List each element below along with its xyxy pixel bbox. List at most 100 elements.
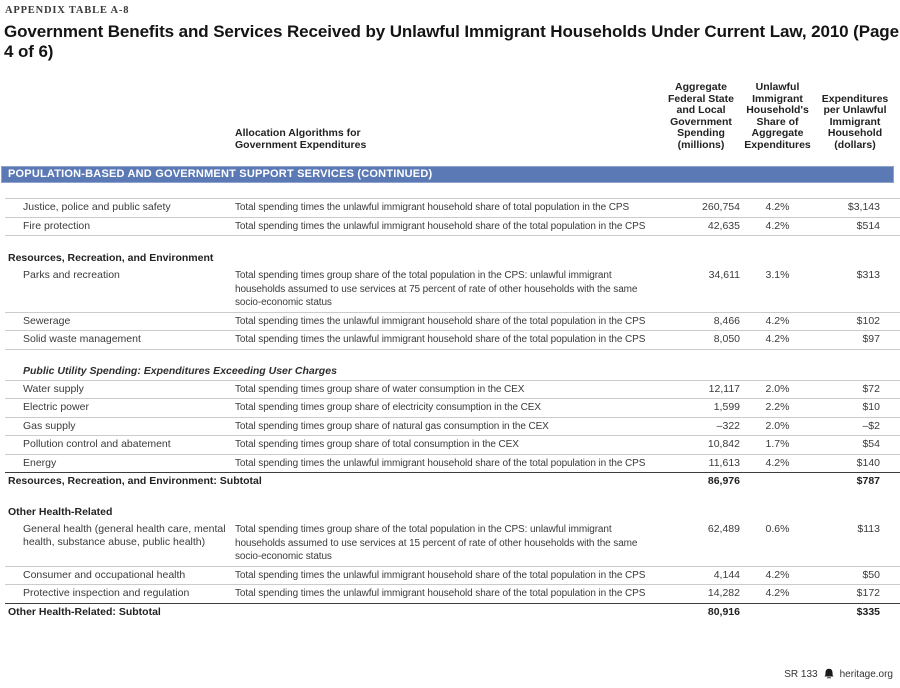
row-per-household: $140 xyxy=(856,456,880,469)
row-per-household: $54 xyxy=(862,438,880,450)
row-spending: 62,489 xyxy=(707,523,740,535)
row-algorithm: Total spending times group share of the … xyxy=(235,270,638,308)
table-row: Sewerage Total spending times the unlawf… xyxy=(5,313,900,331)
row-algorithm: Total spending times the unlawful immigr… xyxy=(235,457,646,469)
report-id: SR 133 xyxy=(784,668,818,680)
row-algorithm: Total spending times the unlawful immigr… xyxy=(235,334,646,345)
subsection-header: Public Utility Spending: Expenditures Ex… xyxy=(23,364,337,377)
row-algorithm: Total spending times the unlawful immigr… xyxy=(235,569,646,581)
section-header-row: Resources, Recreation, and Environment xyxy=(5,250,900,267)
row-share: 4.2% xyxy=(765,314,790,327)
row-share: 4.2% xyxy=(765,456,790,469)
row-category: Protective inspection and regulation xyxy=(23,587,190,599)
page-footer: SR 133 heritage.org xyxy=(784,668,893,680)
row-spending: 10,842 xyxy=(707,438,740,450)
table-row: Electric power Total spending times grou… xyxy=(5,399,900,418)
row-share: 2.0% xyxy=(765,419,790,432)
table-row: Energy Total spending times the unlawful… xyxy=(5,455,900,473)
subtotal-label: Resources, Recreation, and Environment: … xyxy=(8,475,262,487)
row-algorithm: Total spending times the unlawful immigr… xyxy=(235,315,646,327)
row-spending: 1,599 xyxy=(713,401,740,413)
subtotal-spending: 86,976 xyxy=(707,475,740,487)
row-spending: 34,611 xyxy=(708,269,740,281)
table-label: APPENDIX TABLE A-8 xyxy=(5,5,130,16)
section-header-row: Other Health-Related xyxy=(5,504,900,521)
row-share: 4.2% xyxy=(765,201,790,213)
row-share: 4.2% xyxy=(765,333,790,345)
row-share: 3.1% xyxy=(765,269,790,281)
subtotal-per-household: $787 xyxy=(856,475,880,487)
table-row: Parks and recreation Total spending time… xyxy=(5,267,900,313)
table-row: Gas supply Total spending times group sh… xyxy=(5,418,900,436)
row-category: Solid waste management xyxy=(23,333,141,345)
row-category: General health (general health care, men… xyxy=(23,523,226,548)
row-category: Water supply xyxy=(23,382,84,395)
row-category: Energy xyxy=(23,456,57,469)
table-row: Protective inspection and regulation Tot… xyxy=(5,585,900,603)
subtotal-row: Resources, Recreation, and Environment: … xyxy=(5,472,900,490)
table-row: Consumer and occupational health Total s… xyxy=(5,567,900,585)
row-spending: 4,144 xyxy=(713,568,740,581)
row-share: 2.2% xyxy=(765,401,790,413)
row-share: 2.0% xyxy=(765,382,790,395)
table-title: Government Benefits and Services Receive… xyxy=(4,22,899,61)
row-per-household: $72 xyxy=(862,382,880,395)
subtotal-label: Other Health-Related: Subtotal xyxy=(8,605,161,618)
column-header-per-household: Expenditures per Unlawful Immigrant Hous… xyxy=(821,92,889,151)
column-header-row: Allocation Algorithms for Government Exp… xyxy=(0,62,900,166)
row-share: 4.2% xyxy=(765,568,790,581)
row-per-household: $3,143 xyxy=(847,201,880,213)
row-spending: 8,466 xyxy=(713,314,740,327)
subtotal-spending: 80,916 xyxy=(707,605,740,618)
row-category: Gas supply xyxy=(23,419,76,432)
table-row: Solid waste management Total spending ti… xyxy=(5,331,900,350)
row-algorithm: Total spending times the unlawful immigr… xyxy=(235,202,630,213)
row-share: 4.2% xyxy=(765,587,790,599)
table-row: Justice, police and public safety Total … xyxy=(5,198,900,218)
row-share: 1.7% xyxy=(765,438,790,450)
row-per-household: $50 xyxy=(862,568,880,581)
table-row: General health (general health care, men… xyxy=(5,521,900,567)
section-header: Resources, Recreation, and Environment xyxy=(8,252,214,264)
table-row: Water supply Total spending times group … xyxy=(5,381,900,399)
row-algorithm: Total spending times the unlawful immigr… xyxy=(235,220,646,232)
row-algorithm: Total spending times group share of tota… xyxy=(235,439,519,450)
row-algorithm: Total spending times group share of the … xyxy=(235,524,638,562)
row-share: 4.2% xyxy=(765,219,790,232)
row-algorithm: Total spending times group share of elec… xyxy=(235,402,541,413)
table-body: Justice, police and public safety Total … xyxy=(0,183,900,621)
row-category: Justice, police and public safety xyxy=(23,201,171,213)
column-header-share: Unlawful Immigrant Household's Share of … xyxy=(744,81,811,151)
row-per-household: $172 xyxy=(856,587,880,599)
subsection-header-row: Public Utility Spending: Expenditures Ex… xyxy=(5,363,900,381)
subtotal-per-household: $335 xyxy=(856,605,880,618)
row-category: Electric power xyxy=(23,401,89,413)
subtotal-share xyxy=(740,473,815,490)
row-category: Consumer and occupational health xyxy=(23,568,186,581)
section-header: Other Health-Related xyxy=(8,506,113,518)
row-spending: 8,050 xyxy=(713,333,740,345)
site-label: heritage.org xyxy=(839,668,893,680)
table-row: Fire protection Total spending times the… xyxy=(5,218,900,236)
row-category: Fire protection xyxy=(23,219,91,232)
section-band: POPULATION-BASED AND GOVERNMENT SUPPORT … xyxy=(1,166,894,183)
row-per-household: –$2 xyxy=(862,419,880,432)
row-algorithm: Total spending times the unlawful immigr… xyxy=(235,588,646,599)
subtotal-share xyxy=(740,604,815,621)
row-category: Sewerage xyxy=(23,314,71,327)
row-spending: 42,635 xyxy=(707,219,740,232)
row-per-household: $97 xyxy=(862,333,880,345)
row-per-household: $113 xyxy=(857,523,880,535)
subtotal-row: Other Health-Related: Subtotal 80,916 $3… xyxy=(5,602,900,621)
row-spending: 11,613 xyxy=(708,456,740,469)
row-per-household: $10 xyxy=(862,401,880,413)
bell-icon xyxy=(823,668,835,680)
row-spending: 12,117 xyxy=(708,382,740,395)
row-per-household: $102 xyxy=(856,314,880,327)
row-algorithm: Total spending times group share of wate… xyxy=(235,383,525,395)
row-algorithm: Total spending times group share of natu… xyxy=(235,420,549,432)
row-per-household: $514 xyxy=(856,219,880,232)
row-category: Pollution control and abatement xyxy=(23,438,171,450)
row-per-household: $313 xyxy=(856,269,880,281)
